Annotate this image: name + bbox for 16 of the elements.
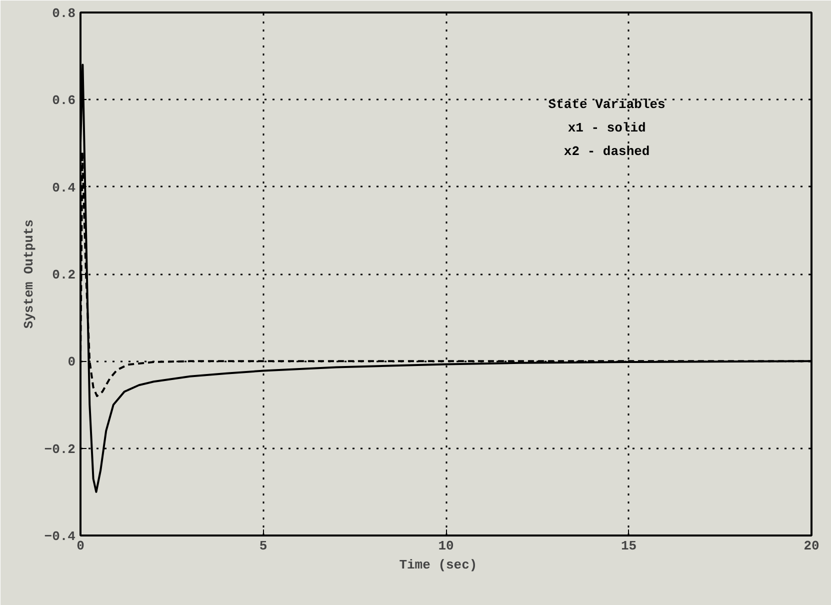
y-tick-label: 0.4 [52,180,76,196]
y-tick-label: 0.2 [52,268,76,282]
y-tick-label: −0.4 [44,529,76,544]
x-tick-label: 15 [620,538,637,554]
y-tick-label: 0 [68,354,76,370]
y-axis-title: System Outputs [21,219,36,329]
annotation: State Variables [548,96,666,112]
y-tick-label: −0.2 [44,442,76,457]
y-tick-label: 0.8 [52,6,76,21]
annotation: x2 - dashed [564,144,650,159]
x-axis-title: Time (sec) [399,558,478,572]
y-tick-label: 0.6 [52,93,76,108]
x-tick-label: 10 [438,538,454,554]
x-tick-label: 20 [804,538,820,554]
annotation: x1 - solid [568,120,646,136]
x-tick-label: 5 [259,538,268,554]
